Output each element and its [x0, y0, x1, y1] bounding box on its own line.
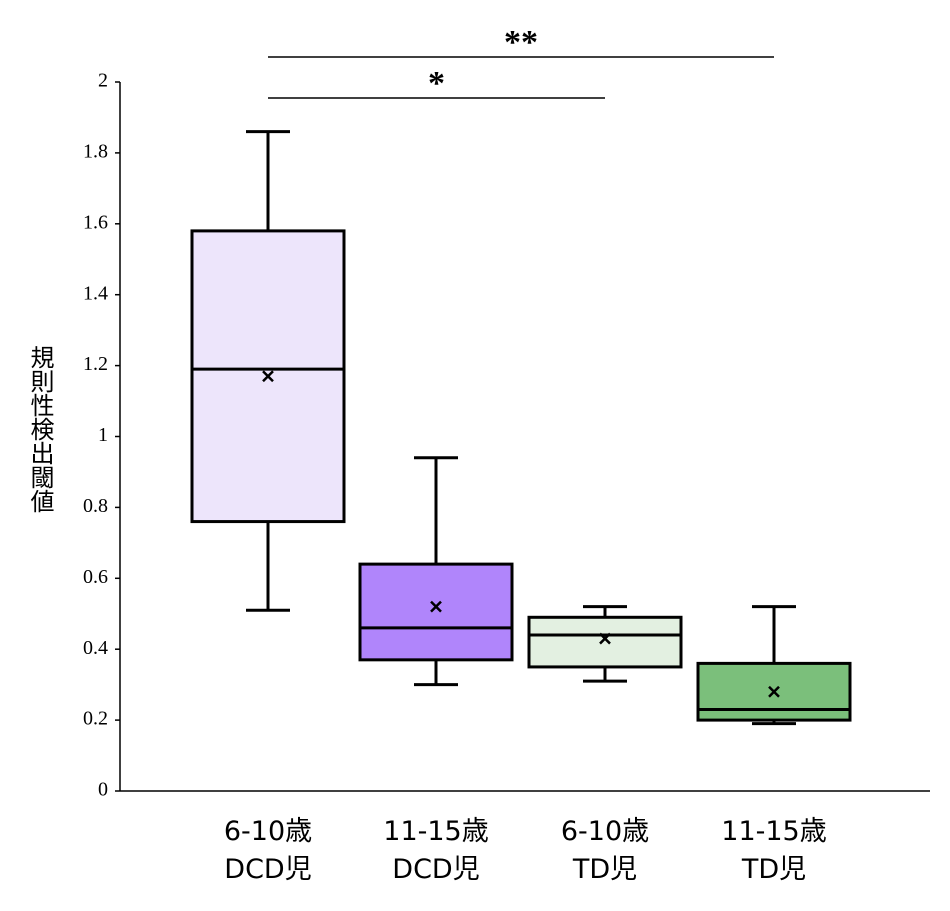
- y-axis-label: 規則性検出閾値: [26, 345, 54, 513]
- x-tick-label: TD児: [741, 854, 806, 885]
- y-tick-label: 1: [98, 424, 108, 446]
- mean-marker: [768, 685, 780, 698]
- x-tick-label: TD児: [572, 854, 637, 885]
- significance-label: *: [428, 65, 445, 102]
- box: [527, 615, 683, 669]
- y-tick-label: 0: [98, 779, 108, 801]
- box: [358, 562, 514, 662]
- y-tick-label: 0.8: [83, 495, 108, 517]
- significance-label: **: [504, 24, 538, 61]
- x-tick-label: DCD児: [224, 854, 311, 885]
- y-tick-label: 1.4: [83, 282, 108, 304]
- y-tick-label: 1.2: [83, 353, 108, 375]
- y-tick-label: 1.8: [83, 140, 108, 162]
- mean-marker: [599, 632, 611, 645]
- y-tick-label: 2: [98, 70, 108, 92]
- y-tick-label: 0.4: [83, 637, 108, 659]
- x-tick-label: 6-10歳: [561, 816, 649, 847]
- y-tick-label: 0.6: [83, 566, 108, 588]
- mean-marker: [430, 600, 442, 613]
- x-tick-label: 11-15歳: [721, 816, 826, 847]
- y-tick-label: 0.2: [83, 708, 108, 730]
- y-tick-label: 1.6: [83, 211, 108, 233]
- x-tick-label: 6-10歳: [224, 816, 312, 847]
- mean-marker: [262, 370, 274, 383]
- x-tick-label: DCD児: [392, 854, 479, 885]
- x-tick-label: 11-15歳: [383, 816, 488, 847]
